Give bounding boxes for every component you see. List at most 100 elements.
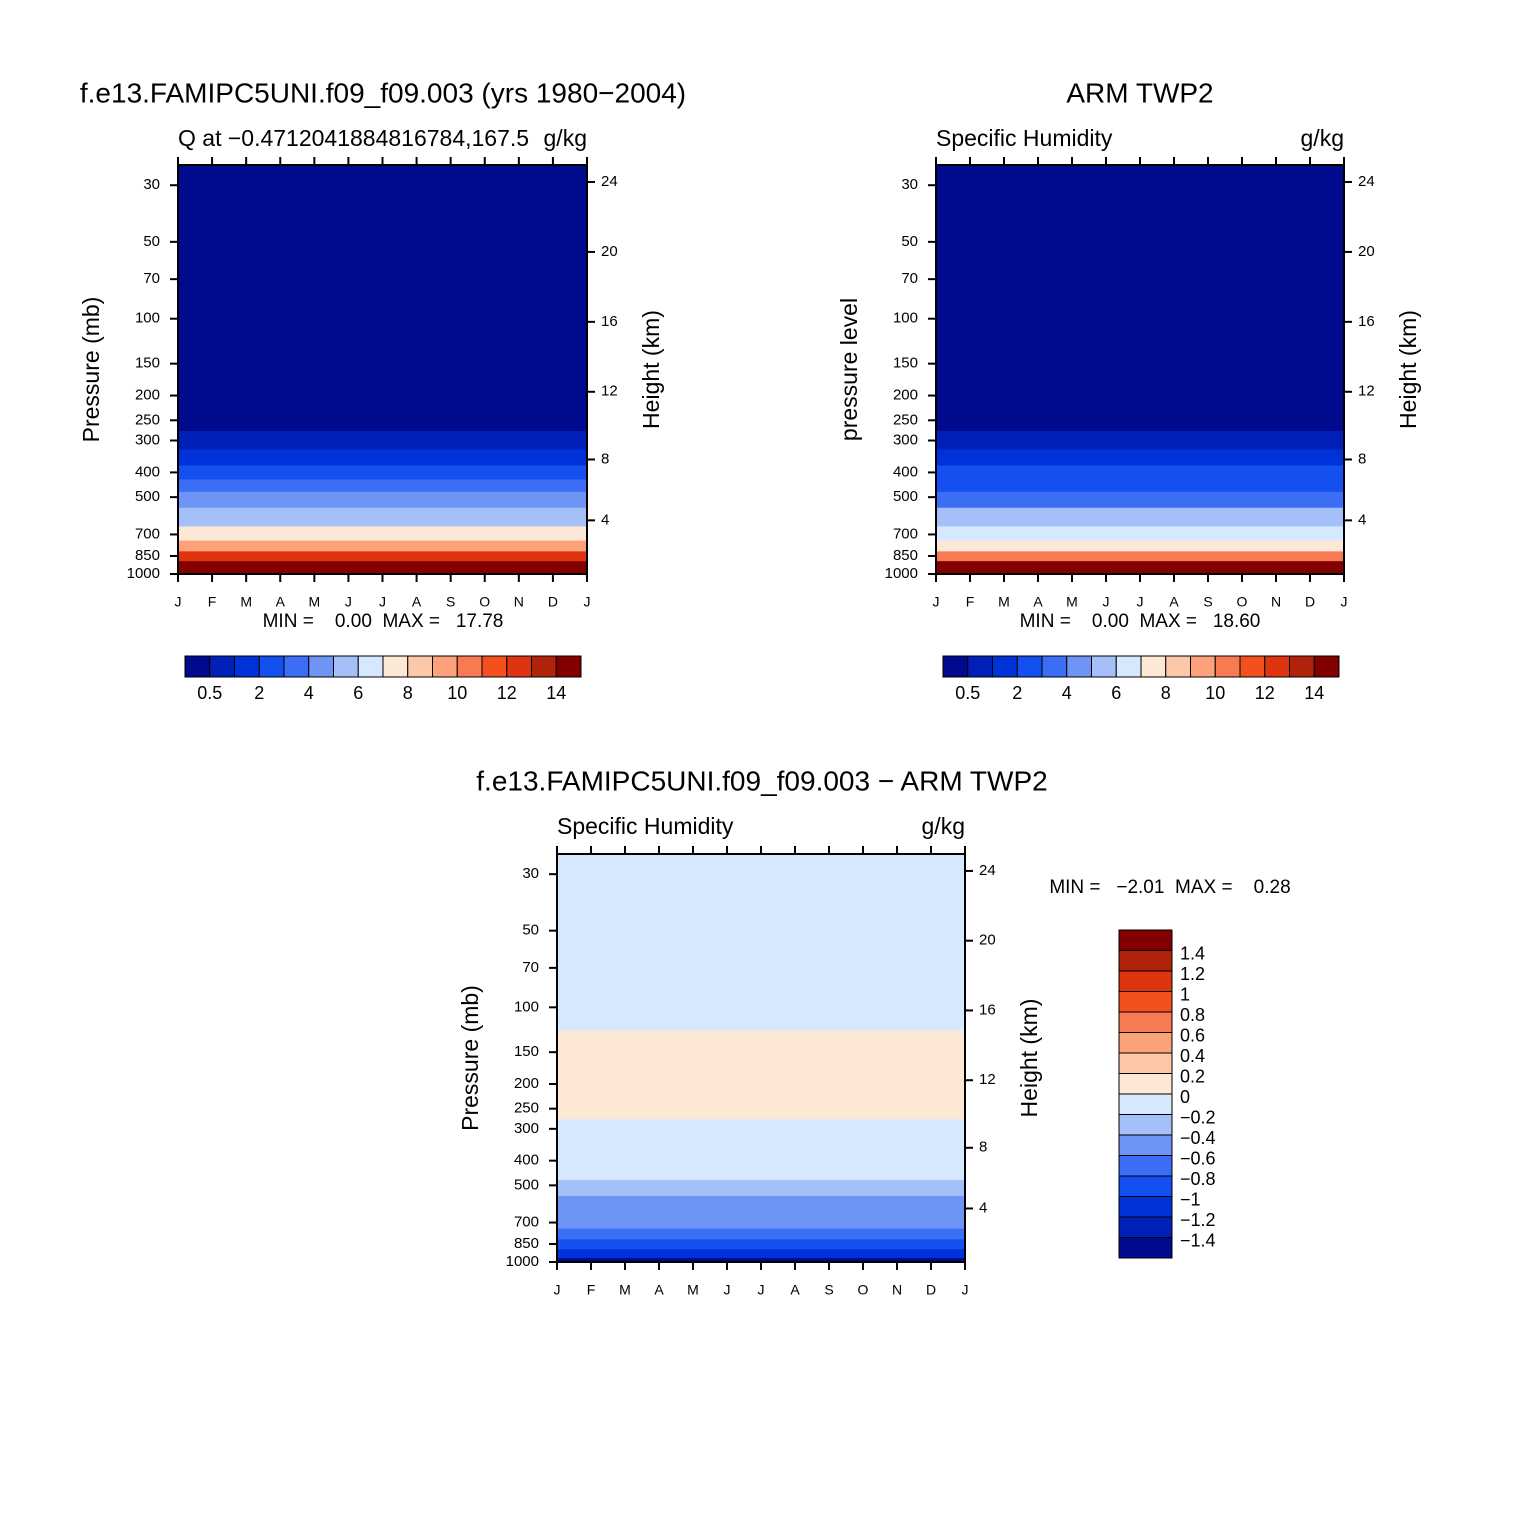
y-tick-label: 1000 [127,565,160,582]
x-tick-label: J [724,1282,731,1298]
contour-band [178,379,587,409]
y-tick-label: 70 [522,959,539,976]
y-tick-label: 100 [135,310,160,327]
colorbar-box [1118,950,1173,972]
colorbar-label: 1.2 [1180,964,1205,984]
colorbar-label: 0.5 [955,683,980,703]
x-tick-label: M [687,1282,699,1298]
colorbar-box [258,655,285,678]
y2-tick-label: 20 [601,243,618,260]
y-tick-label: 850 [514,1235,539,1252]
y-tick-label: 100 [514,998,539,1015]
contour-band [178,260,587,300]
colorbar-box [1016,655,1043,678]
x-tick-label: A [1033,594,1043,610]
colorbar-label: 1.4 [1180,943,1205,963]
y-tick-label: 200 [135,387,160,404]
contour-band [557,1096,965,1120]
colorbar-box [333,655,359,678]
y-axis-label: pressure level [836,298,862,441]
colorbar-box [382,655,409,678]
y-axis-label: Pressure (mb) [457,985,483,1131]
colorbar-box [184,655,211,678]
colorbar-label: 12 [497,683,517,703]
colorbar-label: 14 [546,683,566,703]
colorbar-box [1115,655,1142,678]
x-tick-label: J [758,1282,765,1298]
contour-band [178,525,587,541]
colorbar-box [942,655,969,678]
colorbar-label: 2 [254,683,264,703]
x-tick-label: S [824,1282,833,1298]
x-tick-label: F [208,594,217,610]
x-tick-label: A [412,594,422,610]
contour-band [936,550,1344,562]
colorbar-box [1118,1052,1173,1074]
colorbar-label: 4 [1062,683,1072,703]
contour-band [557,1179,965,1196]
y2-tick-label: 20 [1358,243,1375,260]
colorbar-label: −0.8 [1180,1169,1216,1189]
y2-tick-label: 4 [1358,511,1366,528]
colorbar-box [407,655,433,678]
subtitle-right: g/kg [922,813,965,839]
colorbar-label: −0.6 [1180,1148,1216,1168]
contour-band [557,1257,965,1263]
chart-title: ARM TWP2 [1066,77,1213,108]
colorbar-box [1118,1093,1173,1115]
x-tick-label: M [308,594,320,610]
contour-band [936,165,1344,176]
y-tick-label: 30 [901,176,918,193]
y-tick-label: 200 [893,387,918,404]
x-tick-label: J [379,594,386,610]
y2-tick-label: 8 [601,450,609,467]
y-tick-label: 300 [135,431,160,448]
colorbar-box [992,655,1018,678]
contour-band [557,1248,965,1259]
x-tick-label: F [587,1282,596,1298]
subtitle-left: Q at −0.4712041884816784,167.5 [178,125,529,151]
colorbar-box [1118,929,1173,951]
colorbar-box [234,655,260,678]
colorbar-box [1214,655,1241,678]
y2-tick-label: 12 [979,1071,996,1088]
colorbar-label: 10 [447,683,467,703]
x-tick-label: J [1103,594,1110,610]
y-tick-label: 30 [522,865,539,882]
y-tick-label: 50 [901,233,918,250]
y-tick-label: 700 [893,525,918,542]
stats: MIN = 0.00 MAX = 17.78 [263,611,504,632]
contour-band [557,1137,965,1154]
contour-band [178,407,587,431]
contour-band [557,864,965,903]
colorbar-box [1264,655,1290,678]
colorbar-box [209,655,235,678]
y-tick-label: 30 [143,176,160,193]
y-tick-label: 1000 [885,565,918,582]
colorbar-box [481,655,508,678]
colorbar-box [1165,655,1191,678]
contour-band [936,478,1344,492]
contour-band [936,175,1344,215]
contour-band [178,491,587,508]
y2-tick-label: 4 [601,511,609,528]
contour-band [178,550,587,562]
colorbar-label: 0 [1180,1087,1190,1107]
contour-band [936,491,1344,508]
colorbar-box [1118,1011,1173,1033]
colorbar-label: 2 [1012,683,1022,703]
contour-band [936,525,1344,541]
x-tick-label: J [175,594,182,610]
contour-band [557,1153,965,1168]
y-tick-label: 1000 [506,1253,539,1270]
y-tick-label: 250 [135,411,160,428]
x-tick-label: F [966,594,975,610]
colorbar-label: 0.6 [1180,1025,1205,1045]
x-tick-label: J [962,1282,969,1298]
colorbar-label: 0.4 [1180,1046,1205,1066]
colorbar-label: 4 [304,683,314,703]
colorbar-label: 1 [1180,984,1190,1004]
contour-band [936,341,1344,381]
contour-band [936,298,1344,342]
y-tick-label: 200 [514,1075,539,1092]
